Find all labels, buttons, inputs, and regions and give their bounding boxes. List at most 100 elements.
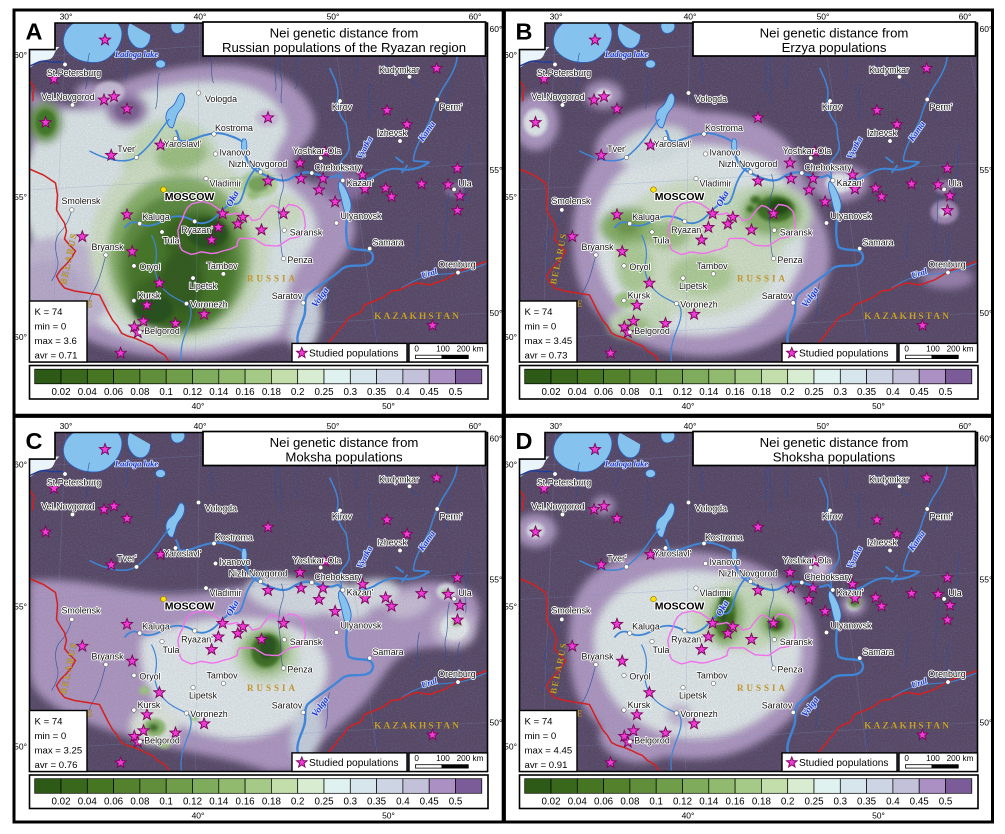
svg-text:0.16: 0.16 bbox=[236, 796, 256, 807]
svg-text:0.04: 0.04 bbox=[568, 387, 588, 398]
svg-text:Saratov: Saratov bbox=[272, 701, 303, 711]
svg-text:Samara: Samara bbox=[372, 238, 403, 248]
svg-text:RUSSIA: RUSSIA bbox=[737, 274, 788, 284]
svg-text:0.3: 0.3 bbox=[343, 387, 357, 398]
svg-text:Yoshkar-Ola: Yoshkar-Ola bbox=[293, 146, 342, 156]
svg-text:0.35: 0.35 bbox=[367, 387, 387, 398]
svg-text:100: 100 bbox=[926, 344, 940, 353]
svg-text:Tambov: Tambov bbox=[206, 261, 238, 271]
svg-text:Erzya populations: Erzya populations bbox=[782, 40, 887, 55]
svg-text:Lipetsk: Lipetsk bbox=[189, 691, 218, 701]
svg-text:Kudymkar: Kudymkar bbox=[869, 65, 909, 75]
svg-text:0.5: 0.5 bbox=[449, 387, 463, 398]
svg-text:Tula: Tula bbox=[163, 645, 180, 655]
svg-text:Yaroslavl': Yaroslavl' bbox=[164, 139, 202, 149]
svg-text:avr = 0.73: avr = 0.73 bbox=[525, 351, 568, 362]
svg-text:40°: 40° bbox=[194, 421, 207, 431]
svg-text:Smolensk: Smolensk bbox=[552, 606, 592, 616]
svg-text:0.16: 0.16 bbox=[236, 387, 256, 398]
svg-text:Smolensk: Smolensk bbox=[62, 606, 102, 616]
svg-text:Perm': Perm' bbox=[440, 512, 463, 522]
svg-text:0.12: 0.12 bbox=[673, 387, 692, 398]
svg-text:60°: 60° bbox=[14, 460, 27, 470]
svg-text:Tver': Tver' bbox=[117, 554, 137, 564]
svg-text:Ivanovo: Ivanovo bbox=[219, 148, 250, 158]
svg-text:Ladoga lake: Ladoga lake bbox=[604, 459, 648, 469]
svg-text:50°: 50° bbox=[327, 12, 340, 22]
svg-text:Izhevsk: Izhevsk bbox=[377, 128, 408, 138]
svg-text:Studied populations: Studied populations bbox=[309, 758, 399, 769]
svg-text:Perm': Perm' bbox=[440, 102, 463, 112]
svg-text:Nei genetic distance from: Nei genetic distance from bbox=[760, 435, 909, 450]
svg-text:50°: 50° bbox=[382, 810, 395, 820]
svg-text:55°: 55° bbox=[14, 602, 27, 612]
svg-text:Ula: Ula bbox=[458, 179, 471, 189]
svg-text:0.08: 0.08 bbox=[620, 796, 640, 807]
svg-text:MOSCOW: MOSCOW bbox=[655, 601, 705, 613]
svg-text:40°: 40° bbox=[682, 401, 695, 411]
svg-text:0.2: 0.2 bbox=[781, 796, 795, 807]
svg-text:Kazan': Kazan' bbox=[347, 178, 374, 188]
svg-text:Vladimir: Vladimir bbox=[209, 179, 241, 189]
svg-text:0.45: 0.45 bbox=[420, 796, 440, 807]
svg-text:Kudymkar: Kudymkar bbox=[869, 475, 909, 485]
svg-text:Studied populations: Studied populations bbox=[799, 348, 889, 359]
svg-text:Russian populations of the Rya: Russian populations of the Ryazan region bbox=[222, 40, 466, 55]
svg-text:KAZAKHSTAN: KAZAKHSTAN bbox=[864, 312, 951, 322]
svg-text:D: D bbox=[516, 428, 533, 454]
svg-text:Kaluga: Kaluga bbox=[632, 621, 660, 631]
svg-text:0.35: 0.35 bbox=[857, 387, 877, 398]
svg-text:0.4: 0.4 bbox=[396, 796, 410, 807]
svg-text:K = 74: K = 74 bbox=[35, 307, 64, 318]
svg-text:55°: 55° bbox=[490, 575, 503, 585]
svg-text:60°: 60° bbox=[504, 50, 517, 60]
svg-text:Ivanovo: Ivanovo bbox=[709, 148, 740, 158]
svg-text:Vel.Novgorod: Vel.Novgorod bbox=[41, 502, 94, 512]
svg-text:Lipetsk: Lipetsk bbox=[189, 281, 218, 291]
svg-text:30°: 30° bbox=[60, 421, 73, 431]
svg-text:St.Petersburg: St.Petersburg bbox=[47, 68, 101, 78]
svg-text:0.06: 0.06 bbox=[104, 387, 124, 398]
svg-text:Cheboksary: Cheboksary bbox=[804, 163, 852, 173]
svg-text:50°: 50° bbox=[490, 718, 503, 728]
svg-text:Saratov: Saratov bbox=[762, 701, 793, 711]
svg-text:Tambov: Tambov bbox=[696, 261, 728, 271]
svg-text:0.1: 0.1 bbox=[649, 387, 663, 398]
svg-text:Ladoga lake: Ladoga lake bbox=[114, 459, 158, 469]
svg-text:50°: 50° bbox=[14, 742, 27, 752]
svg-text:Orenburg: Orenburg bbox=[438, 260, 476, 270]
svg-text:Yoshkar-Ola: Yoshkar-Ola bbox=[783, 556, 832, 566]
svg-text:Ulyanovsk: Ulyanovsk bbox=[341, 211, 383, 221]
svg-text:Smolensk: Smolensk bbox=[62, 196, 102, 206]
svg-text:Nei genetic distance from: Nei genetic distance from bbox=[760, 26, 909, 41]
svg-text:0: 0 bbox=[414, 754, 419, 763]
svg-text:max = 3.6: max = 3.6 bbox=[35, 336, 77, 347]
svg-text:Oryol: Oryol bbox=[629, 262, 650, 272]
svg-text:Tula: Tula bbox=[653, 236, 670, 246]
svg-text:60°: 60° bbox=[490, 24, 503, 34]
svg-text:Kaluga: Kaluga bbox=[142, 212, 170, 222]
svg-text:Voronezh: Voronezh bbox=[680, 709, 718, 719]
svg-text:K = 74: K = 74 bbox=[525, 307, 554, 318]
svg-text:Ula: Ula bbox=[948, 179, 961, 189]
svg-text:0.25: 0.25 bbox=[314, 387, 334, 398]
svg-text:Bryansk: Bryansk bbox=[581, 652, 614, 662]
svg-text:Studied populations: Studied populations bbox=[309, 348, 399, 359]
svg-text:50°: 50° bbox=[872, 401, 885, 411]
svg-text:50°: 50° bbox=[504, 742, 517, 752]
svg-text:60°: 60° bbox=[980, 24, 993, 34]
svg-text:Bryansk: Bryansk bbox=[581, 242, 614, 252]
svg-text:0.35: 0.35 bbox=[857, 796, 877, 807]
svg-text:Kazan': Kazan' bbox=[347, 588, 374, 598]
svg-text:40°: 40° bbox=[194, 12, 207, 22]
svg-text:Kirov: Kirov bbox=[822, 102, 843, 112]
svg-text:Vladimir: Vladimir bbox=[209, 588, 241, 598]
svg-text:60°: 60° bbox=[469, 421, 482, 431]
svg-text:Cheboksary: Cheboksary bbox=[804, 572, 852, 582]
svg-text:0.18: 0.18 bbox=[752, 796, 772, 807]
svg-text:Nizh.Novgorod: Nizh.Novgorod bbox=[229, 569, 288, 579]
svg-text:min = 0: min = 0 bbox=[35, 322, 67, 333]
svg-text:0.45: 0.45 bbox=[910, 796, 930, 807]
svg-text:0.4: 0.4 bbox=[396, 387, 410, 398]
svg-text:K = 74: K = 74 bbox=[525, 717, 554, 728]
